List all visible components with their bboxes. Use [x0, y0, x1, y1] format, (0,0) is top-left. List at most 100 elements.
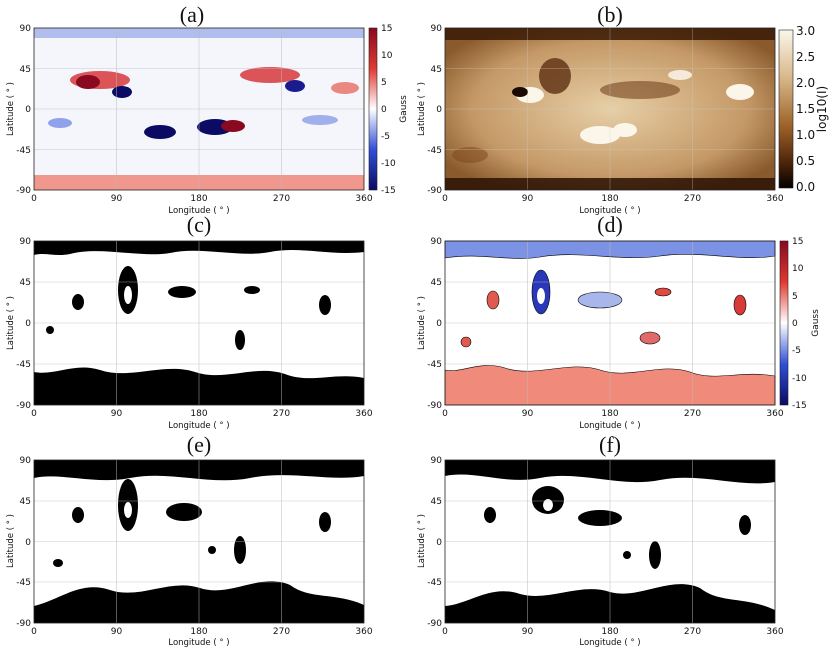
- panel-b-xtick-270: 270: [684, 194, 701, 204]
- panel-b-letter: (b): [597, 2, 623, 27]
- panel-c-xlabel: Longitude ( ° ): [168, 421, 229, 431]
- panel-a-frame: [33, 27, 365, 191]
- panel-f-frame: [444, 459, 776, 624]
- panel-a: (a) 90 45 0 -45 -90: [6, 2, 409, 216]
- panel-b-colorbar: 3.0 2.5 2.0 1.5 1.0 0.5 0.0 log10(I): [778, 24, 829, 194]
- panel-d-cbar-tick-0: 0: [792, 319, 798, 329]
- panel-c: (c) 90 45 0 -45 -90 0 90: [6, 212, 373, 431]
- panel-d-yticks: 90 45 0 -45 -90: [427, 237, 442, 411]
- panel-a-xlabel: Longitude ( ° ): [168, 206, 229, 216]
- panel-d-xtick-360: 360: [766, 409, 783, 419]
- panel-d-grid: [445, 241, 775, 405]
- panel-b-cbar-tick-0-0: 0.0: [796, 180, 815, 194]
- panel-e-xlabel: Longitude ( ° ): [168, 638, 229, 648]
- panel-a-ytick-m45: -45: [16, 146, 31, 156]
- panel-c-frame: [33, 240, 365, 406]
- panel-e-ytick-m90: -90: [16, 619, 31, 629]
- panel-a-cbar-tick-m15: -15: [381, 186, 396, 196]
- panel-f-ytick-0: 0: [436, 538, 442, 548]
- panel-b-ytick-90: 90: [431, 24, 443, 34]
- panel-a-ytick-m90: -90: [16, 186, 31, 196]
- panel-d-xtick-0: 0: [442, 409, 448, 419]
- panel-d-frame: [444, 240, 776, 406]
- panel-d-ytick-m45: -45: [427, 360, 442, 370]
- panel-d-cbar-tick-15: 15: [792, 237, 803, 247]
- panel-d-xlabel: Longitude ( ° ): [579, 421, 640, 431]
- panel-b-cbar-tick-0-5: 0.5: [796, 154, 815, 168]
- panel-c-xtick-0: 0: [31, 409, 37, 419]
- panel-f-ylabel: Latitude ( ° ): [417, 514, 427, 568]
- panel-e-frame: [33, 459, 365, 624]
- panel-a-grid: [34, 28, 364, 190]
- panel-f-grid: [445, 460, 775, 623]
- panel-c-ytick-m45: -45: [16, 360, 31, 370]
- panel-b-ylabel: Latitude ( ° ): [417, 82, 427, 136]
- panel-c-xticks: 0 90 180 270 360: [31, 409, 373, 419]
- panel-d-cbar-tick-10: 10: [792, 264, 804, 274]
- panel-c-ytick-90: 90: [20, 237, 32, 247]
- panel-b-xtick-360: 360: [766, 194, 783, 204]
- panel-e-xtick-360: 360: [355, 627, 372, 637]
- panel-c-ytick-0: 0: [25, 319, 31, 329]
- panel-d-ytick-m90: -90: [427, 401, 442, 411]
- panel-e-ytick-90: 90: [20, 456, 32, 466]
- panel-a-xtick-270: 270: [273, 194, 290, 204]
- panel-b-ytick-0: 0: [436, 105, 442, 115]
- panel-e-yticks: 90 45 0 -45 -90: [16, 456, 31, 629]
- panel-e-ytick-m45: -45: [16, 578, 31, 588]
- panel-a-xtick-180: 180: [190, 194, 207, 204]
- panel-c-grid: [34, 241, 364, 405]
- panel-d-colorbar: 15 10 5 0 -5 -10 -15 Gauss: [779, 237, 821, 411]
- panel-a-cbar-label: Gauss: [399, 95, 409, 123]
- panel-a-xtick-360: 360: [355, 194, 372, 204]
- panel-a-cbar-tick-5: 5: [381, 78, 387, 88]
- panel-f-ytick-m90: -90: [427, 619, 442, 629]
- panel-a-ylabel: Latitude ( ° ): [6, 82, 16, 136]
- panel-a-yticks: 90 45 0 -45 -90: [16, 24, 31, 196]
- panel-c-xtick-270: 270: [273, 409, 290, 419]
- panel-d-cbar-tick-m15: -15: [792, 401, 807, 411]
- panel-f-xtick-270: 270: [684, 627, 701, 637]
- panel-a-ytick-45: 45: [20, 65, 31, 75]
- panel-b-ytick-m90: -90: [427, 186, 442, 196]
- panel-d-ytick-90: 90: [431, 237, 443, 247]
- panel-f-yticks: 90 45 0 -45 -90: [427, 456, 442, 629]
- panel-e: (e) 90 45 0 -45 -90 0 90: [6, 432, 373, 648]
- panel-b-xlabel: Longitude ( ° ): [579, 206, 640, 216]
- panel-d-xtick-180: 180: [601, 409, 618, 419]
- panel-b-xtick-0: 0: [442, 194, 448, 204]
- panel-e-xtick-90: 90: [111, 627, 123, 637]
- panel-d-ylabel: Latitude ( ° ): [417, 296, 427, 350]
- panel-b-ytick-m45: -45: [427, 146, 442, 156]
- panel-d-xtick-270: 270: [684, 409, 701, 419]
- panel-f-ytick-90: 90: [431, 456, 443, 466]
- panel-e-ytick-0: 0: [25, 538, 31, 548]
- panel-b-xticks: 0 90 180 270 360: [442, 194, 784, 204]
- panel-d-cbar-tick-5: 5: [792, 292, 798, 302]
- panel-c-ylabel: Latitude ( ° ): [6, 296, 16, 350]
- panel-b-cbar-tick-1-0: 1.0: [796, 128, 815, 142]
- panel-a-colorbar: 15 10 5 0 -5 -10 -15 Gauss: [368, 24, 409, 196]
- panel-d-letter: (d): [597, 212, 623, 237]
- panel-c-ytick-45: 45: [20, 278, 31, 288]
- panel-d-ytick-45: 45: [431, 278, 442, 288]
- panel-a-cbar-tick-m5: -5: [381, 132, 390, 142]
- panel-f-xtick-90: 90: [522, 627, 534, 637]
- panel-a-cbar-tick-m10: -10: [381, 159, 396, 169]
- panel-f-xtick-0: 0: [442, 627, 448, 637]
- panel-b-ytick-45: 45: [431, 65, 442, 75]
- panel-a-letter: (a): [180, 2, 204, 27]
- panel-a-xtick-90: 90: [111, 194, 123, 204]
- panel-d-xticks: 0 90 180 270 360: [442, 409, 784, 419]
- panel-c-xtick-180: 180: [190, 409, 207, 419]
- panel-e-ylabel: Latitude ( ° ): [6, 514, 16, 568]
- panel-e-ytick-45: 45: [20, 497, 31, 507]
- panel-e-xticks: 0 90 180 270 360: [31, 627, 373, 637]
- panel-b-xtick-90: 90: [522, 194, 534, 204]
- panel-c-xtick-360: 360: [355, 409, 372, 419]
- panel-b-cbar-tick-2-0: 2.0: [796, 76, 815, 90]
- panel-d-ytick-0: 0: [436, 319, 442, 329]
- panel-f-ytick-m45: -45: [427, 578, 442, 588]
- panel-d-xtick-90: 90: [522, 409, 534, 419]
- panel-f-ytick-45: 45: [431, 497, 442, 507]
